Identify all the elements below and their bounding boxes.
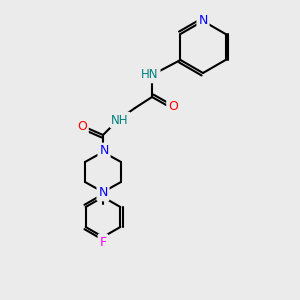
Text: HN: HN (141, 68, 159, 82)
Text: O: O (168, 100, 178, 112)
Text: O: O (77, 119, 87, 133)
Text: N: N (198, 14, 208, 28)
Text: F: F (99, 236, 106, 248)
Text: N: N (98, 187, 108, 200)
Text: N: N (99, 145, 109, 158)
Text: NH: NH (111, 113, 129, 127)
